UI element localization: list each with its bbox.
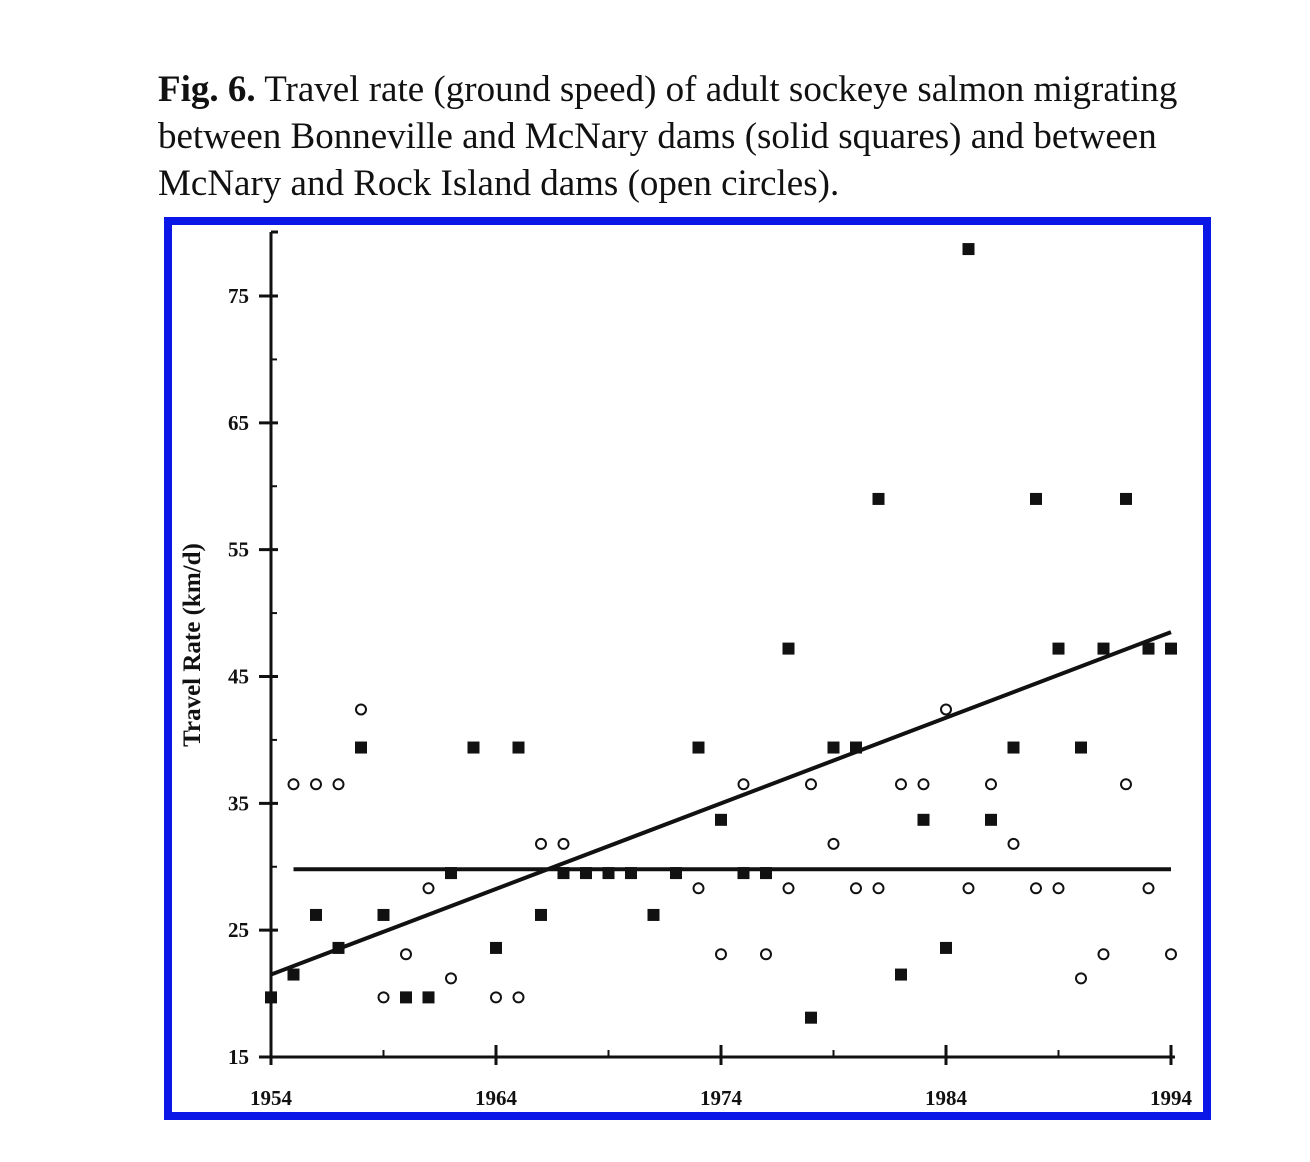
- square-point: [692, 741, 705, 754]
- figure-label: Fig. 6.: [158, 69, 256, 110]
- circle-point: [962, 882, 975, 895]
- circle-point: [445, 972, 457, 985]
- square-point: [445, 867, 457, 880]
- y-tick-label: 25: [228, 918, 249, 942]
- square-point: [917, 813, 930, 826]
- square-point: [1097, 642, 1110, 655]
- y-tick-label: 15: [228, 1045, 249, 1069]
- square-point: [827, 741, 840, 754]
- square-point: [805, 1011, 817, 1024]
- x-tick-label: 1974: [700, 1086, 743, 1110]
- circle-point: [782, 882, 795, 895]
- axes: 15 25 35 45 55 65 75 1954 1964 1974 1984 1994: [228, 230, 1193, 1110]
- square-point: [625, 867, 637, 880]
- circle-point: [1007, 837, 1020, 850]
- circle-point: [715, 948, 727, 961]
- square-point: [1030, 492, 1042, 505]
- square-point: [287, 968, 300, 981]
- circle-point: [310, 778, 322, 791]
- circle-point: [737, 778, 750, 791]
- circle-point: [422, 882, 435, 895]
- square-point: [1165, 642, 1177, 655]
- circle-point: [1165, 948, 1177, 961]
- circle-point: [985, 778, 997, 791]
- circle-point: [917, 778, 930, 791]
- square-point: [422, 991, 435, 1004]
- x-tick-label: 1994: [1150, 1086, 1193, 1110]
- square-point: [1007, 741, 1020, 754]
- circle-point: [512, 991, 525, 1004]
- square-point: [557, 867, 570, 880]
- square-point: [1120, 492, 1132, 505]
- circle-point: [287, 778, 300, 791]
- square-point: [850, 741, 862, 754]
- circle-point: [557, 837, 570, 850]
- circle-point: [490, 991, 502, 1004]
- y-axis-title: Travel Rate (km/d): [179, 543, 206, 747]
- square-point: [1142, 642, 1155, 655]
- y-tick-label: 55: [228, 538, 249, 562]
- square-point: [715, 813, 727, 826]
- circle-point: [332, 778, 345, 791]
- square-point: [355, 741, 367, 754]
- x-tick-label: 1964: [475, 1086, 518, 1110]
- square-point: [782, 642, 795, 655]
- circle-point: [1030, 882, 1042, 895]
- fit-lines: [270, 630, 1172, 977]
- circle-point: [355, 703, 367, 716]
- square-point: [580, 867, 592, 880]
- square-point: [467, 741, 480, 754]
- square-point: [1075, 741, 1087, 754]
- square-point: [760, 867, 772, 880]
- figure-caption: Fig. 6. Travel rate (ground speed) of ad…: [158, 66, 1238, 207]
- square-point: [512, 741, 525, 754]
- square-point: [895, 968, 907, 981]
- x-tick-label: 1984: [925, 1086, 968, 1110]
- square-point: [332, 941, 345, 954]
- square-point: [490, 941, 502, 954]
- circle-point: [1075, 972, 1087, 985]
- circle-point: [850, 882, 862, 895]
- square-point: [670, 867, 682, 880]
- data-points: [265, 243, 1177, 1024]
- square-point: [377, 908, 390, 921]
- circle-point: [535, 837, 547, 850]
- y-tick-label: 35: [228, 791, 249, 815]
- circle-point: [1052, 882, 1065, 895]
- y-tick-label: 45: [228, 665, 249, 689]
- square-point: [962, 243, 975, 256]
- square-point: [535, 908, 547, 921]
- x-tick-label: 1954: [250, 1086, 293, 1110]
- circle-point: [895, 778, 907, 791]
- circle-point: [377, 991, 390, 1004]
- y-tick-label: 75: [228, 284, 249, 308]
- square-point: [400, 991, 412, 1004]
- figure-caption-text: Travel rate (ground speed) of adult sock…: [158, 69, 1178, 204]
- chart-frame: [164, 217, 1211, 1120]
- circle-point: [1097, 948, 1110, 961]
- circle-point: [692, 882, 705, 895]
- square-point: [985, 813, 997, 826]
- circle-point: [1142, 882, 1155, 895]
- circle-point: [827, 837, 840, 850]
- circle-point: [940, 703, 952, 716]
- circle-point: [805, 778, 817, 791]
- square-point: [940, 941, 952, 954]
- circle-point: [1120, 778, 1132, 791]
- circle-point: [760, 948, 772, 961]
- square-point: [1052, 642, 1065, 655]
- circle-point: [400, 948, 412, 961]
- square-point: [737, 867, 750, 880]
- square-point: [310, 908, 322, 921]
- y-tick-label: 65: [228, 411, 249, 435]
- square-point: [647, 908, 660, 921]
- square-point: [265, 991, 277, 1004]
- circle-point: [872, 882, 885, 895]
- square-point: [602, 867, 615, 880]
- square-point: [872, 492, 885, 505]
- regression-line: [270, 630, 1172, 977]
